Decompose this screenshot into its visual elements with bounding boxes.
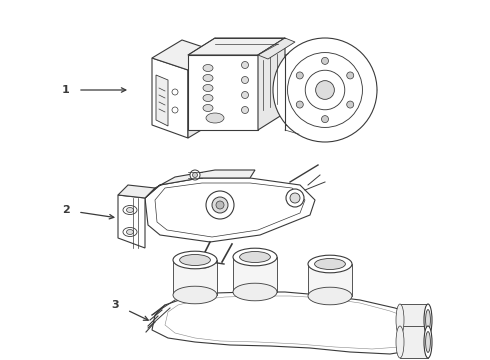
Circle shape — [206, 191, 234, 219]
Circle shape — [172, 107, 178, 113]
Polygon shape — [152, 58, 188, 138]
Circle shape — [242, 91, 248, 99]
Polygon shape — [258, 38, 285, 130]
Ellipse shape — [308, 287, 352, 305]
Ellipse shape — [396, 326, 404, 358]
Ellipse shape — [426, 332, 430, 352]
Text: 2: 2 — [62, 205, 70, 215]
Circle shape — [193, 172, 197, 177]
Ellipse shape — [396, 304, 404, 336]
Ellipse shape — [180, 255, 210, 266]
Ellipse shape — [173, 251, 217, 269]
Circle shape — [316, 81, 334, 99]
Ellipse shape — [126, 230, 133, 234]
Ellipse shape — [308, 255, 352, 273]
Ellipse shape — [126, 207, 133, 212]
Ellipse shape — [233, 283, 277, 301]
Polygon shape — [285, 60, 291, 125]
Circle shape — [305, 70, 345, 110]
Ellipse shape — [203, 94, 213, 102]
Circle shape — [288, 53, 363, 127]
Polygon shape — [152, 40, 218, 70]
Polygon shape — [145, 170, 255, 198]
Polygon shape — [156, 75, 168, 126]
Circle shape — [216, 201, 224, 209]
Polygon shape — [258, 38, 295, 59]
Polygon shape — [188, 38, 285, 55]
Ellipse shape — [424, 326, 432, 358]
Polygon shape — [188, 52, 218, 138]
Circle shape — [212, 197, 228, 213]
Circle shape — [242, 77, 248, 84]
Ellipse shape — [233, 248, 277, 266]
Circle shape — [347, 72, 354, 79]
Circle shape — [242, 107, 248, 113]
Ellipse shape — [240, 252, 270, 262]
Ellipse shape — [203, 75, 213, 81]
Circle shape — [321, 57, 328, 64]
Ellipse shape — [203, 104, 213, 112]
Circle shape — [296, 101, 303, 108]
Ellipse shape — [198, 262, 210, 268]
Polygon shape — [118, 195, 145, 248]
Ellipse shape — [203, 64, 213, 72]
Ellipse shape — [206, 113, 224, 123]
Ellipse shape — [123, 228, 137, 237]
Circle shape — [273, 38, 377, 142]
Ellipse shape — [123, 206, 137, 215]
Circle shape — [321, 116, 328, 123]
Polygon shape — [118, 185, 155, 198]
Text: 1: 1 — [62, 85, 70, 95]
Ellipse shape — [203, 85, 213, 91]
Circle shape — [296, 72, 303, 79]
Polygon shape — [188, 55, 258, 130]
Ellipse shape — [426, 310, 430, 330]
Polygon shape — [152, 292, 430, 354]
Circle shape — [190, 170, 200, 180]
Circle shape — [242, 62, 248, 68]
Circle shape — [347, 101, 354, 108]
Circle shape — [172, 89, 178, 95]
Ellipse shape — [315, 258, 345, 270]
Polygon shape — [145, 178, 315, 242]
Ellipse shape — [173, 286, 217, 304]
Polygon shape — [400, 326, 428, 358]
Polygon shape — [173, 260, 217, 295]
Text: 3: 3 — [111, 300, 119, 310]
Ellipse shape — [424, 304, 432, 336]
Polygon shape — [233, 257, 277, 292]
Circle shape — [290, 193, 300, 203]
Polygon shape — [308, 264, 352, 296]
Circle shape — [286, 189, 304, 207]
Polygon shape — [400, 304, 428, 336]
